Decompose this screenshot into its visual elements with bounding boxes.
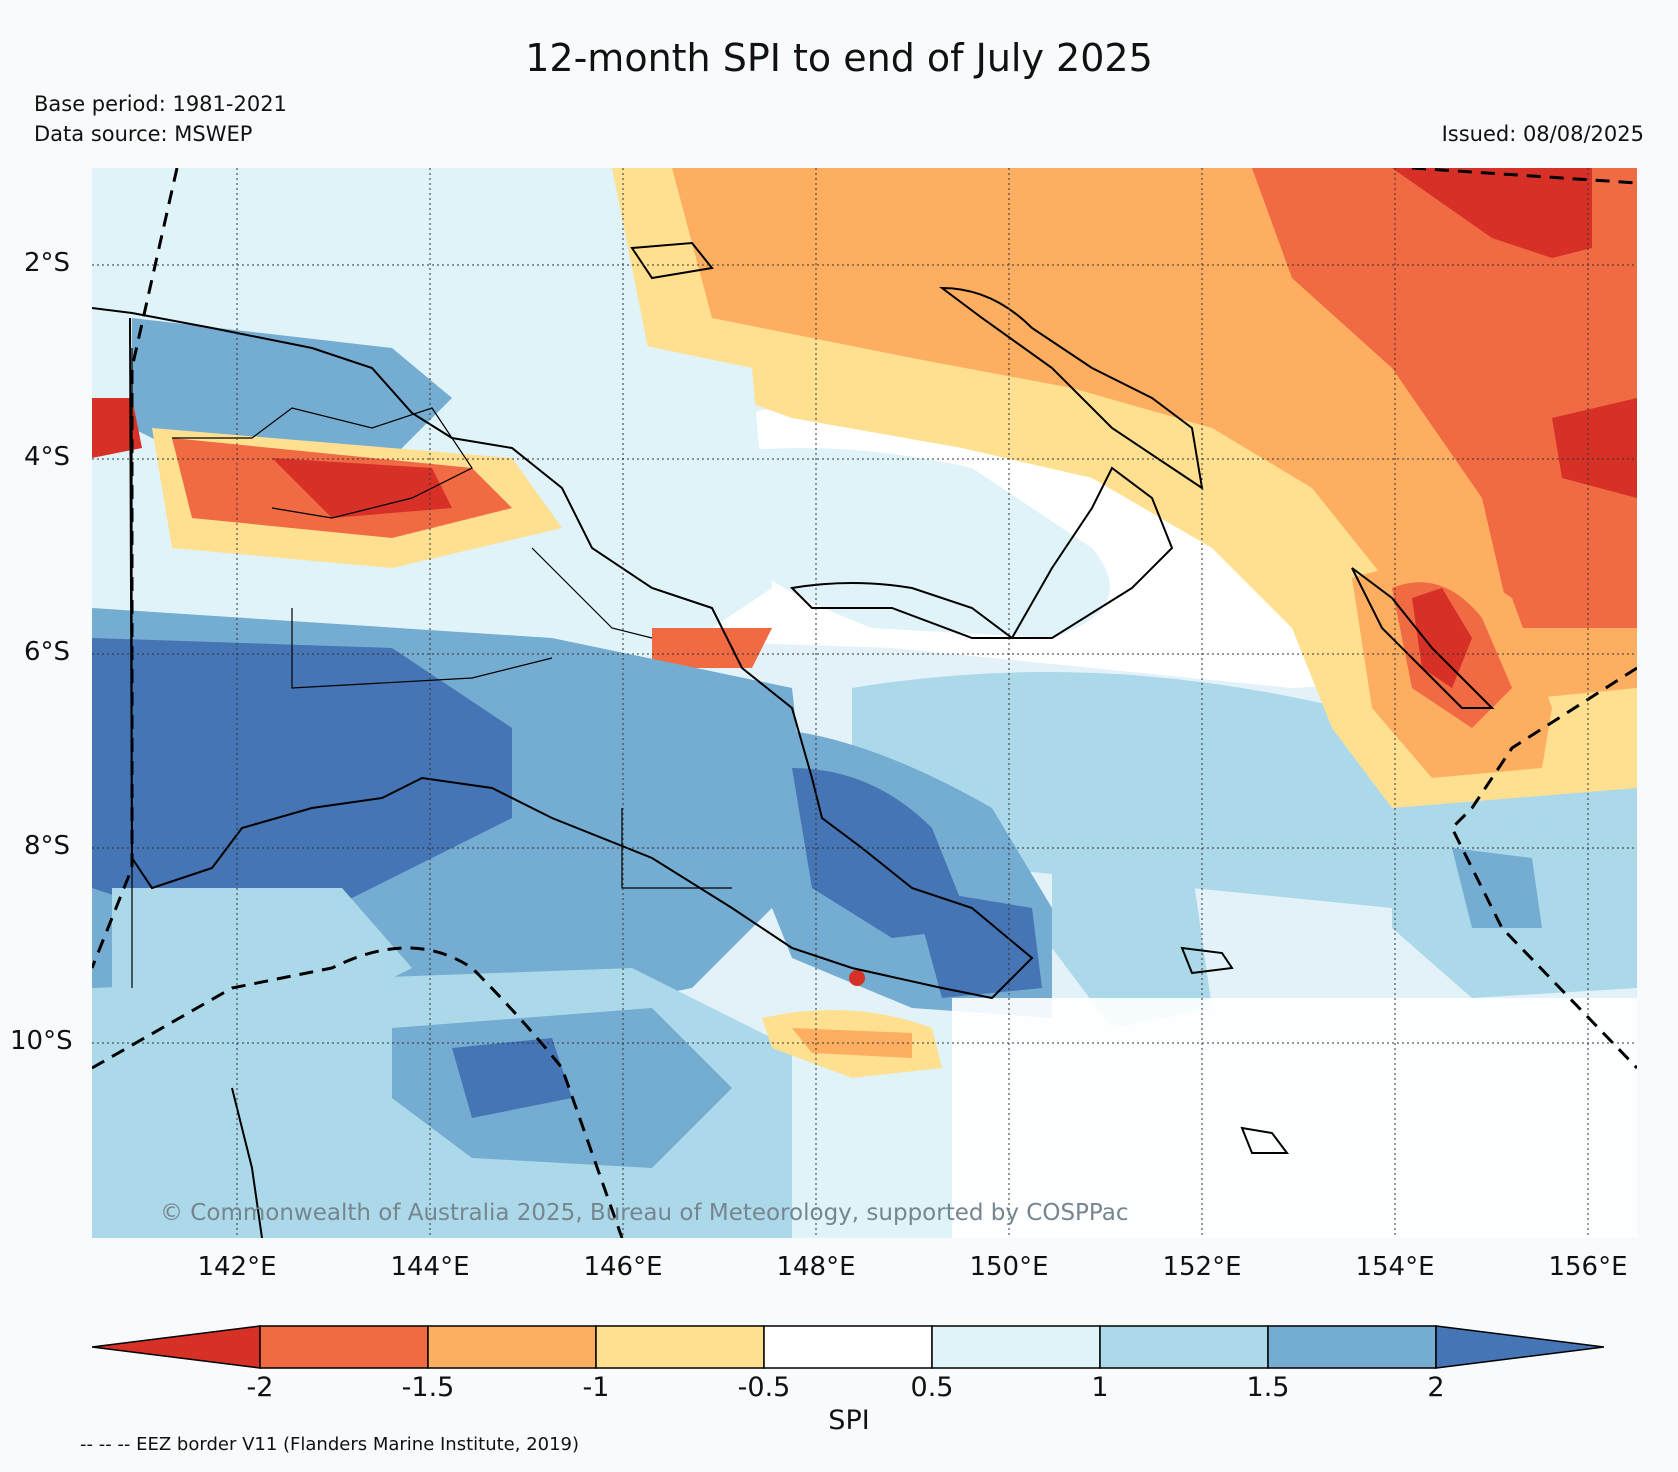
- graticule: [92, 168, 1637, 1238]
- lon-label-144e: 144°E: [390, 1252, 470, 1282]
- colorbar-swatch-5: [931, 1325, 1101, 1369]
- colorbar-swatch-7: [1267, 1325, 1437, 1369]
- colorbar-tick-4: -0.5: [737, 1372, 791, 1403]
- colorbar-swatch-4: [763, 1325, 933, 1369]
- colorbar-swatch-1: [259, 1325, 429, 1369]
- page-title: 12-month SPI to end of July 2025: [525, 36, 1153, 80]
- colorbar-tick-2: -1.5: [401, 1372, 455, 1403]
- eez-legend-note: -- -- -- EEZ border V11 (Flanders Marine…: [80, 1434, 580, 1455]
- colorbar-swatch-8: [1435, 1325, 1604, 1369]
- spi-colorbar: [92, 1325, 1604, 1369]
- colorbar-tick-6: 1: [1091, 1372, 1109, 1403]
- data-source-text: Data source: MSWEP: [34, 122, 253, 146]
- lon-label-154e: 154°E: [1355, 1252, 1435, 1282]
- colorbar-swatch-2: [427, 1325, 597, 1369]
- lon-label-150e: 150°E: [969, 1252, 1049, 1282]
- colorbar-tick-1: -2: [246, 1372, 274, 1403]
- colorbar-tick-7: 1.5: [1246, 1372, 1290, 1403]
- lon-label-146e: 146°E: [583, 1252, 663, 1282]
- base-period-text: Base period: 1981-2021: [34, 92, 287, 116]
- lat-label-8s: 8°S: [24, 831, 71, 861]
- lat-label-4s: 4°S: [24, 442, 71, 472]
- colorbar-swatch-0: [92, 1325, 261, 1369]
- lon-label-156e: 156°E: [1548, 1252, 1628, 1282]
- colorbar-swatch-6: [1099, 1325, 1269, 1369]
- lat-label-2s: 2°S: [24, 248, 71, 278]
- coastlines: [92, 241, 1495, 1238]
- colorbar-label: SPI: [828, 1405, 870, 1436]
- issued-date-text: Issued: 08/08/2025: [1441, 122, 1644, 146]
- lat-label-6s: 6°S: [24, 637, 71, 667]
- colorbar-tick-8: 2: [1427, 1372, 1445, 1403]
- province-borders: [131, 348, 732, 988]
- eez-borders: [92, 168, 1637, 1238]
- lon-label-152e: 152°E: [1162, 1252, 1242, 1282]
- colorbar-tick-3: -1: [582, 1372, 610, 1403]
- lon-label-148e: 148°E: [776, 1252, 856, 1282]
- lat-label-10s: 10°S: [10, 1026, 73, 1056]
- colorbar-swatch-3: [595, 1325, 765, 1369]
- spi-map: [92, 168, 1637, 1238]
- colorbar-tick-5: 0.5: [910, 1372, 954, 1403]
- lon-label-142e: 142°E: [197, 1252, 277, 1282]
- copyright-text: © Commonwealth of Australia 2025, Bureau…: [160, 1200, 1129, 1226]
